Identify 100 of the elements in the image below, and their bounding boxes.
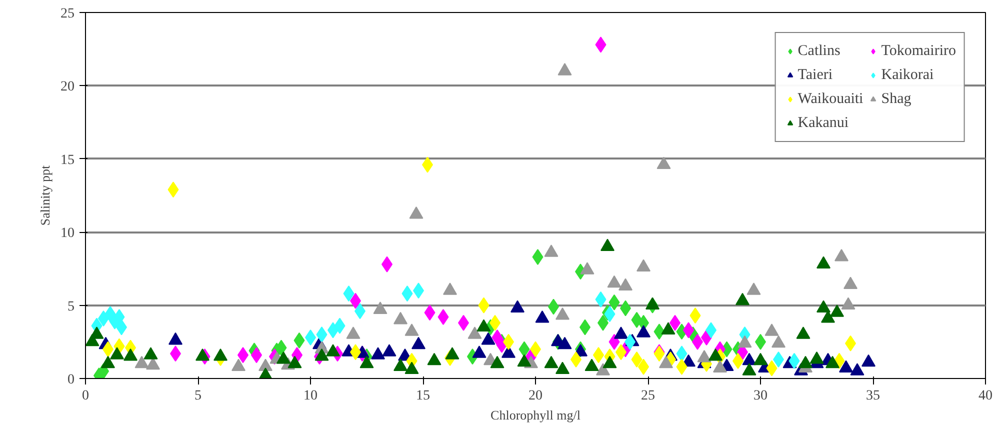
point (646, 297, 660, 310)
point (110, 347, 124, 360)
point (754, 352, 768, 366)
x-tick-label: 15 (416, 388, 430, 404)
point (841, 297, 856, 310)
point (810, 351, 824, 364)
point (144, 347, 158, 360)
point (816, 256, 830, 269)
point (834, 248, 848, 262)
point (134, 356, 149, 368)
point (476, 319, 491, 332)
point (600, 238, 614, 251)
point (602, 356, 617, 368)
point (502, 346, 516, 358)
point (404, 362, 419, 374)
legend-label: Kaikorai (881, 66, 934, 84)
x-tick-label: 5 (194, 388, 202, 404)
point (443, 282, 457, 295)
point (839, 360, 853, 373)
point (468, 326, 482, 339)
point (371, 347, 385, 360)
point (772, 335, 786, 348)
point (830, 304, 844, 317)
point (636, 259, 650, 272)
legend-label: Shag (881, 90, 912, 108)
point (373, 302, 388, 314)
legend-label: Kakanui (798, 114, 849, 132)
x-tick-label: 40 (978, 388, 992, 404)
y-axis-title: Salinity ppt (38, 164, 52, 226)
point (614, 326, 628, 339)
point (661, 322, 676, 334)
point (656, 156, 671, 170)
legend-label: Tokomairiro (881, 42, 956, 60)
point (412, 336, 426, 350)
point (584, 358, 599, 372)
point (636, 325, 650, 338)
point (618, 278, 632, 291)
y-tick-label: 5 (68, 299, 74, 314)
point (168, 332, 182, 345)
point (124, 348, 138, 361)
point (404, 324, 419, 336)
point (742, 363, 756, 376)
point (708, 348, 722, 361)
point (394, 358, 408, 372)
point (742, 352, 756, 366)
point (736, 292, 750, 306)
x-tick-label: 20 (528, 388, 542, 404)
point (796, 326, 810, 339)
point (556, 362, 570, 374)
legend-label: Catlins (798, 42, 840, 60)
point (764, 324, 779, 336)
point (697, 350, 712, 362)
point (101, 356, 115, 368)
point (481, 332, 496, 345)
point (326, 344, 340, 356)
point (445, 347, 460, 360)
point (816, 300, 830, 312)
point (607, 275, 622, 288)
point (517, 354, 532, 367)
point (844, 276, 858, 290)
point (346, 326, 360, 339)
point (713, 360, 727, 373)
point (746, 282, 761, 295)
point (558, 336, 572, 350)
y-tick-label: 15 (60, 152, 74, 168)
point (276, 351, 290, 364)
y-tick-label: 0 (68, 372, 74, 388)
point (472, 346, 486, 358)
point (490, 356, 504, 368)
y-tick-label: 25 (60, 6, 74, 22)
legend-label: Waikouaiti (798, 90, 864, 108)
point (258, 358, 272, 372)
x-tick-label: 35 (866, 388, 880, 404)
point (862, 354, 876, 367)
point (409, 206, 424, 219)
point (382, 344, 396, 356)
point (360, 356, 374, 368)
point (596, 363, 610, 376)
x-tick-label: 30 (754, 388, 768, 404)
point (314, 348, 329, 361)
point (510, 300, 524, 312)
point (146, 357, 160, 370)
x-axis-title: Chlorophyll mg/l (490, 408, 581, 422)
point (288, 356, 302, 368)
y-tick-label: 20 (60, 80, 74, 95)
point (232, 358, 246, 372)
point (850, 363, 864, 376)
point (90, 326, 104, 339)
point (214, 348, 228, 361)
point (196, 348, 210, 361)
point (544, 356, 558, 368)
point (556, 308, 570, 320)
x-tick-label: 10 (304, 388, 318, 404)
y-tick-label: 10 (60, 226, 74, 242)
point (535, 310, 550, 323)
x-tick-label: 0 (82, 388, 89, 404)
point (798, 356, 812, 368)
point (738, 335, 752, 348)
legend-label: Taieri (798, 66, 833, 84)
x-tick-label: 25 (641, 388, 655, 404)
